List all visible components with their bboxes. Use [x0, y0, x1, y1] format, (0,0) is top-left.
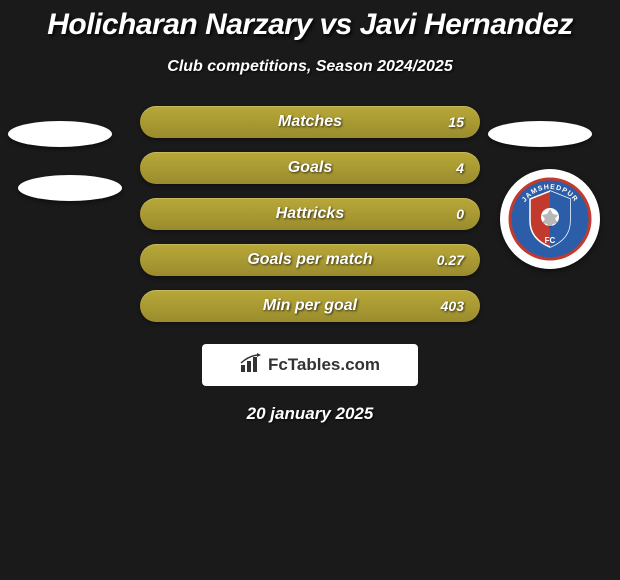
stat-value: 4: [456, 152, 464, 184]
stat-row: Hattricks0: [0, 198, 620, 230]
stat-value: 0.27: [437, 244, 464, 276]
stat-bar: Goals4: [140, 152, 480, 184]
fctables-logo: FcTables.com: [202, 344, 418, 386]
stat-row: Matches15: [0, 106, 620, 138]
stat-value: 0: [456, 198, 464, 230]
stat-bar: Matches15: [140, 106, 480, 138]
stat-label: Goals: [140, 152, 480, 184]
logo-text: FcTables.com: [268, 355, 380, 375]
stat-label: Min per goal: [140, 290, 480, 322]
stat-label: Matches: [140, 106, 480, 138]
stat-row: Goals4: [0, 152, 620, 184]
stat-bar: Goals per match0.27: [140, 244, 480, 276]
stat-label: Hattricks: [140, 198, 480, 230]
bar-chart-icon: [240, 353, 262, 378]
stat-row: Goals per match0.27: [0, 244, 620, 276]
page-title: Holicharan Narzary vs Javi Hernandez: [0, 0, 620, 42]
stat-value: 403: [441, 290, 464, 322]
subtitle: Club competitions, Season 2024/2025: [0, 58, 620, 76]
stat-value: 15: [448, 106, 464, 138]
stat-bar: Hattricks0: [140, 198, 480, 230]
date-text: 20 january 2025: [0, 404, 620, 424]
stat-label: Goals per match: [140, 244, 480, 276]
stats-area: JAMSHEDPUR FC Matches15Goals4Hattricks0G…: [0, 106, 620, 322]
stat-row: Min per goal403: [0, 290, 620, 322]
stat-bar: Min per goal403: [140, 290, 480, 322]
